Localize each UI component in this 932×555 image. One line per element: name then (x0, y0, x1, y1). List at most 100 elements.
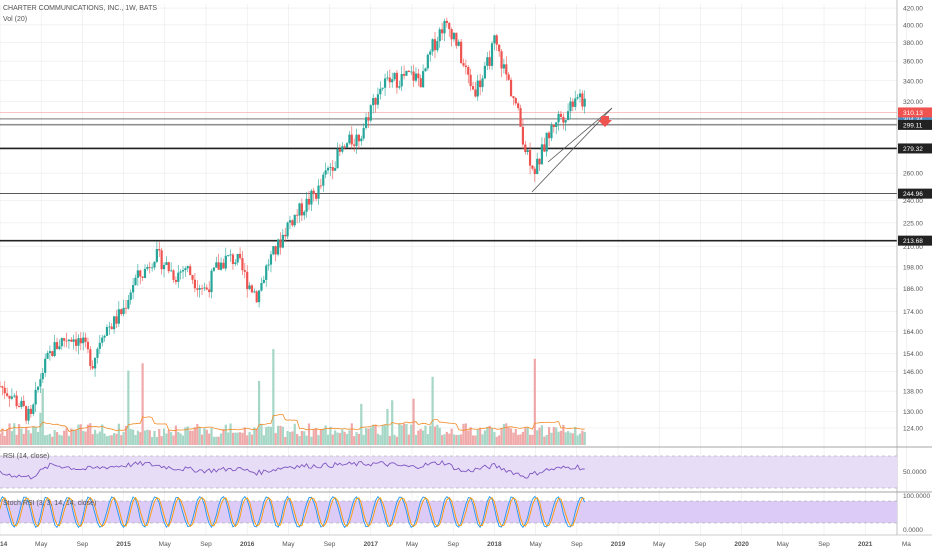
candle-body (141, 276, 144, 278)
volume-bar (490, 428, 494, 445)
volume-bar (443, 434, 446, 445)
volume-bar (395, 436, 399, 445)
volume-bar (455, 434, 458, 445)
volume-bar (324, 425, 327, 445)
volume-bar (329, 426, 332, 445)
candle-body (464, 65, 467, 68)
candle-body (547, 132, 551, 139)
candle-body (521, 126, 525, 145)
volume-bar (379, 435, 382, 445)
candle-body (84, 337, 87, 342)
price-tick-label: 400.00 (903, 22, 923, 29)
candle-body (550, 124, 553, 139)
candle-body (189, 266, 192, 276)
volume-bar (355, 432, 358, 445)
volume-bar (576, 435, 579, 445)
candle-body (421, 71, 425, 88)
candle-body (284, 234, 287, 237)
candle-body (3, 387, 6, 394)
candle-body (96, 348, 99, 358)
trendline-lower (531, 107, 613, 193)
candle-body (533, 168, 536, 175)
volume-bar (243, 427, 246, 445)
volume-bar (108, 435, 111, 445)
candle-body (293, 214, 296, 226)
time-tick-label: May (653, 541, 666, 548)
volume-bar (89, 423, 92, 445)
volume-bar (155, 436, 158, 445)
volume-bar (262, 435, 265, 445)
volume-bar (25, 427, 28, 445)
volume-bar (571, 433, 574, 445)
volume-bar (457, 434, 460, 445)
volume-bar (265, 427, 268, 445)
volume-bar (500, 427, 503, 445)
candle-body (462, 63, 465, 66)
candle-body (564, 120, 567, 123)
volume-bar (495, 436, 498, 445)
volume-bar (17, 424, 21, 445)
volume-bar (6, 429, 9, 445)
candle-body (217, 262, 220, 270)
time-axis[interactable]: 2014 May Sep 2015 May Sep 2016 May Sep 2017 May Sep… (0, 541, 911, 548)
candle-body (265, 265, 268, 280)
candle-body (91, 366, 94, 369)
volume-bar (141, 363, 144, 445)
volume-bar (381, 424, 384, 445)
volume-bar (424, 425, 427, 445)
volume-bar (545, 434, 548, 445)
candle-body (471, 86, 475, 90)
price-axis[interactable]: 124.00 130.00 138.00 146.00 154.00 164.00 174.… (903, 6, 923, 433)
volume-bar (231, 432, 235, 445)
stoch-axis-label-bottom: 0.0000 (903, 527, 923, 534)
volume-bar (250, 434, 254, 445)
volume-bar (338, 433, 341, 445)
candle-body (407, 70, 410, 73)
volume-bar (507, 427, 510, 445)
volume-bar (246, 435, 249, 445)
time-tick-label: Ma (902, 541, 911, 548)
stoch-rsi-pane: Stoch RSI (3, 3, 14, 14, close) 100.0000… (0, 493, 930, 534)
volume-bar (36, 431, 40, 445)
volume-bar (191, 430, 194, 445)
volume-bar (84, 431, 87, 445)
candle-body (502, 64, 506, 69)
candle-body (364, 117, 368, 128)
candle-body (412, 71, 415, 81)
volume-bar (296, 433, 299, 445)
candle-body (112, 316, 116, 330)
candle-body (215, 262, 218, 268)
rsi-line (0, 459, 585, 480)
candle-body (120, 309, 123, 315)
candle-body (193, 279, 197, 289)
candle-body (441, 29, 444, 34)
volume-bar (277, 425, 280, 445)
price-tick-label: 420.00 (903, 6, 923, 13)
volume-bar (181, 435, 185, 445)
price-tick-label: 146.00 (903, 369, 923, 376)
candle-body (467, 67, 470, 75)
time-tick-label: 2016 (240, 541, 255, 548)
volume-bar (552, 427, 555, 445)
candle-body (519, 108, 522, 127)
candle-body (414, 73, 418, 81)
candle-body (505, 64, 508, 75)
volume-bar (293, 423, 296, 445)
candle-body (393, 72, 396, 80)
candle-body (243, 270, 246, 272)
volume-bar (117, 423, 120, 445)
volume-bar (103, 433, 106, 445)
volume-bar (274, 433, 277, 445)
candle-body (329, 167, 332, 168)
candle-body (227, 255, 230, 256)
volume-bar (526, 426, 529, 445)
volume-bar (63, 430, 66, 445)
volume-bar (303, 431, 306, 445)
price-tick-label: 380.00 (903, 40, 923, 47)
candle-body (103, 335, 106, 338)
volume-bar (205, 429, 208, 445)
price-tick-label: 225.00 (903, 220, 923, 227)
volume-bar (51, 436, 54, 445)
candle-body (576, 97, 579, 99)
